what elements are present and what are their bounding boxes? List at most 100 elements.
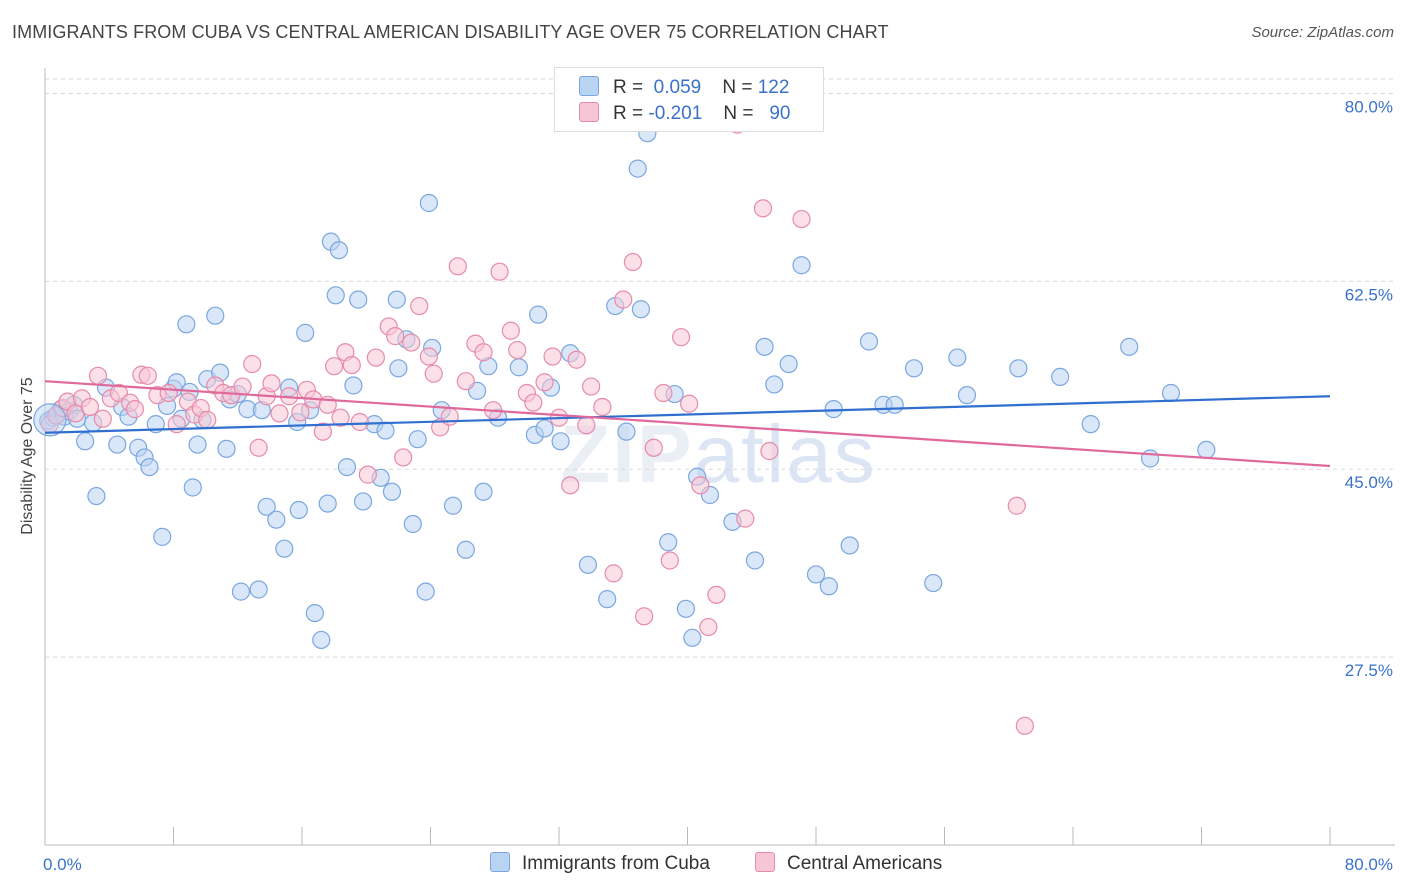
y-tick-label: 27.5%: [1345, 661, 1393, 680]
cuba-point: [344, 376, 363, 395]
central-americans-point: [325, 357, 344, 376]
cuba-point: [188, 435, 207, 454]
central-americans-point: [262, 374, 281, 393]
cuba-point: [76, 432, 95, 451]
cuba-point: [1161, 383, 1181, 403]
central-americans-point: [249, 438, 268, 457]
central-americans-point: [691, 476, 710, 495]
central-americans-point: [125, 400, 145, 419]
cuba-point: [792, 256, 811, 275]
y-tick-label: 80.0%: [1345, 97, 1393, 116]
cuba-point: [924, 573, 943, 593]
central-americans-point: [614, 290, 633, 309]
legend-n-label: N =: [722, 77, 753, 98]
cuba-point: [755, 337, 774, 356]
cuba-point: [551, 432, 570, 451]
cuba-point: [1140, 449, 1160, 468]
cuba-point: [948, 348, 967, 367]
central-americans-point: [448, 257, 467, 276]
y-tick-label: 62.5%: [1345, 285, 1393, 304]
central-americans-point: [358, 465, 377, 484]
cuba-point: [257, 497, 276, 516]
cuba-point: [765, 375, 784, 394]
cuba-point: [628, 159, 647, 178]
central-americans-point: [577, 416, 596, 435]
central-americans-point: [313, 422, 332, 441]
cuba-point: [1009, 359, 1028, 378]
central-americans-point: [654, 383, 673, 403]
cuba-point: [885, 395, 904, 414]
legend-n-value: 90: [769, 103, 791, 124]
central-americans-point: [567, 350, 586, 369]
cuba-point: [1120, 337, 1139, 356]
cuba-point: [598, 590, 617, 609]
central-americans-point: [671, 328, 691, 347]
bottom-legend-central-americans[interactable]: Central Americans: [755, 852, 942, 875]
central-americans-point: [535, 373, 554, 392]
central-americans-point: [159, 383, 178, 403]
central-americans-trend-line: [44, 380, 1331, 468]
source-label: Source: ZipAtlas.com: [1251, 24, 1394, 41]
cuba-point: [289, 500, 308, 520]
central-americans-point: [635, 607, 654, 626]
legend-r-value: -0.201: [648, 103, 703, 124]
bottom-legend-swatch-cuba: [490, 852, 510, 872]
central-americans-point: [753, 199, 773, 218]
cuba-point: [456, 540, 475, 559]
bottom-legend-label-central-americans: Central Americans: [787, 853, 943, 874]
legend-r-value: 0.059: [653, 77, 702, 98]
legend: R = 0.059 N = 122 R = -0.201 N = 90: [554, 67, 824, 132]
central-americans-point: [93, 409, 112, 428]
central-americans-point: [233, 377, 252, 396]
central-americans-point: [593, 397, 612, 417]
cuba-point: [153, 527, 172, 546]
legend-n-label: N =: [723, 103, 754, 124]
cuba-point: [806, 565, 826, 584]
y-axis-label: Disability Age Over 75: [19, 377, 36, 535]
chart-title: IMMIGRANTS FROM CUBA VS CENTRAL AMERICAN…: [12, 22, 889, 42]
legend-r-label: R =: [613, 103, 644, 124]
cuba-point: [745, 551, 765, 570]
x-tick-label: 80.0%: [1345, 855, 1393, 874]
cuba-point: [177, 315, 196, 334]
central-americans-point: [138, 366, 157, 385]
cuba-point: [337, 457, 357, 477]
cuba-point: [683, 628, 702, 647]
central-americans-point: [736, 509, 755, 528]
cuba-point: [904, 359, 924, 378]
cuba-point: [108, 435, 127, 454]
cuba-point: [33, 403, 67, 437]
central-americans-point: [291, 403, 310, 422]
central-americans-point: [243, 354, 262, 374]
cuba-point: [1051, 367, 1070, 387]
central-americans-point: [707, 585, 726, 604]
cuba-point: [389, 359, 408, 378]
legend-row-central-americans: R = -0.201 N = 90: [579, 102, 790, 126]
cuba-point: [387, 290, 406, 309]
central-americans-point: [424, 364, 443, 383]
cuba-point: [326, 286, 345, 305]
central-americans-point: [760, 441, 779, 461]
cuba-point: [1197, 440, 1216, 460]
central-americans-point: [350, 412, 369, 432]
cuba-point: [535, 419, 554, 438]
cuba-point: [840, 536, 859, 555]
cuba-point: [217, 439, 236, 458]
legend-r-label: R =: [613, 77, 644, 98]
central-americans-point: [419, 347, 438, 366]
y-tick-label: 45.0%: [1345, 473, 1393, 492]
cuba-point: [779, 354, 798, 374]
cuba-point: [382, 482, 402, 501]
cuba-point: [859, 332, 879, 351]
cuba-point: [676, 599, 695, 618]
central-americans-point: [561, 476, 580, 495]
central-americans-point: [644, 438, 663, 457]
bottom-legend-cuba[interactable]: Immigrants from Cuba: [490, 852, 710, 875]
central-americans-point: [88, 366, 108, 385]
central-americans-point: [623, 252, 642, 272]
central-americans-point: [604, 564, 623, 583]
cuba-point: [529, 305, 548, 324]
central-americans-point: [582, 377, 601, 396]
central-americans-point: [792, 209, 811, 229]
cuba-point: [419, 193, 438, 213]
